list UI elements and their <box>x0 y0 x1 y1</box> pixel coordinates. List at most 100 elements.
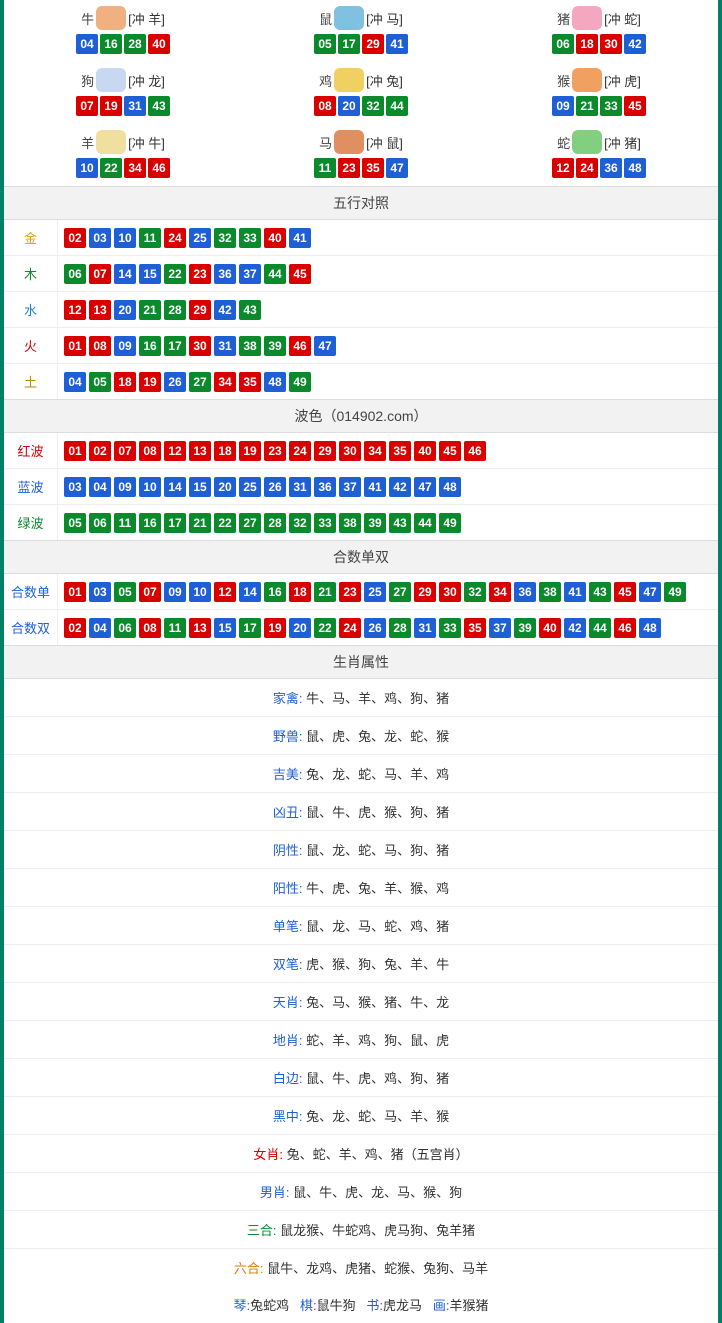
number-ball: 11 <box>164 618 186 638</box>
row-balls: 0204060811131517192022242628313335373940… <box>58 612 667 644</box>
attr-row: 凶丑: 鼠、牛、虎、猴、狗、猪 <box>4 793 718 831</box>
number-ball: 36 <box>514 582 536 602</box>
number-ball: 41 <box>386 34 408 54</box>
number-ball: 46 <box>148 158 170 178</box>
zodiac-cell: 羊[冲 牛]10223446 <box>4 124 242 186</box>
number-ball: 23 <box>339 582 361 602</box>
bottom-pair: 棋:鼠牛狗 <box>300 1298 356 1313</box>
number-ball: 19 <box>264 618 286 638</box>
attr-key: 家禽: <box>273 691 306 706</box>
zodiac-balls: 11233547 <box>314 158 408 178</box>
bottom-pair: 书:虎龙马 <box>366 1298 422 1313</box>
attr-row: 男肖: 鼠、牛、虎、龙、马、猴、狗 <box>4 1173 718 1211</box>
attr-row: 女肖: 兔、蛇、羊、鸡、猪（五宫肖） <box>4 1135 718 1173</box>
zodiac-clash: [冲 马] <box>366 9 403 28</box>
number-ball: 33 <box>439 618 461 638</box>
number-ball: 05 <box>114 582 136 602</box>
number-ball: 12 <box>164 441 186 461</box>
shengxiao-header: 生肖属性 <box>4 645 718 679</box>
number-ball: 34 <box>489 582 511 602</box>
number-ball: 33 <box>239 228 261 248</box>
attr-row: 阴性: 鼠、龙、蛇、马、狗、猪 <box>4 831 718 869</box>
number-ball: 19 <box>239 441 261 461</box>
bottom-pair: 琴:兔蛇鸡 <box>233 1298 289 1313</box>
number-ball: 24 <box>576 158 598 178</box>
number-ball: 19 <box>100 96 122 116</box>
number-ball: 23 <box>189 264 211 284</box>
bottom-key: 棋: <box>300 1298 317 1313</box>
attr-key: 单笔: <box>273 919 306 934</box>
zodiac-cell: 鼠[冲 马]05172941 <box>242 0 480 62</box>
row-label: 合数单 <box>4 574 58 609</box>
number-ball: 32 <box>214 228 236 248</box>
number-ball: 08 <box>139 618 161 638</box>
number-ball: 07 <box>76 96 98 116</box>
number-ball: 01 <box>64 441 86 461</box>
number-ball: 04 <box>64 372 86 392</box>
bose-table: 红波0102070812131819232429303435404546蓝波03… <box>4 433 718 540</box>
number-ball: 42 <box>564 618 586 638</box>
attr-value: 蛇、羊、鸡、狗、鼠、虎 <box>306 1033 449 1048</box>
row-label: 木 <box>4 256 58 291</box>
zodiac-clash: [冲 兔] <box>366 71 403 90</box>
row-label: 绿波 <box>4 505 58 540</box>
zodiac-cell: 蛇[冲 猪]12243648 <box>480 124 718 186</box>
attr-value: 牛、马、羊、鸡、狗、猪 <box>306 691 449 706</box>
row-label: 红波 <box>4 433 58 468</box>
number-ball: 43 <box>239 300 261 320</box>
attr-row: 白边: 鼠、牛、虎、鸡、狗、猪 <box>4 1059 718 1097</box>
row-balls: 05061116172122272832333839434449 <box>58 507 467 539</box>
bottom-key: 书: <box>366 1298 383 1313</box>
number-ball: 34 <box>214 372 236 392</box>
number-ball: 47 <box>314 336 336 356</box>
data-row: 合数双0204060811131517192022242628313335373… <box>4 610 718 645</box>
attr-row: 黑中: 兔、龙、蛇、马、羊、猴 <box>4 1097 718 1135</box>
number-ball: 37 <box>489 618 511 638</box>
number-ball: 35 <box>389 441 411 461</box>
attr-row: 六合: 鼠牛、龙鸡、虎猪、蛇猴、兔狗、马羊 <box>4 1249 718 1286</box>
number-ball: 21 <box>189 513 211 533</box>
number-ball: 39 <box>364 513 386 533</box>
number-ball: 28 <box>389 618 411 638</box>
zodiac-top: 鼠 [冲 马] <box>246 6 476 30</box>
attr-row: 家禽: 牛、马、羊、鸡、狗、猪 <box>4 679 718 717</box>
number-ball: 39 <box>264 336 286 356</box>
number-ball: 26 <box>364 618 386 638</box>
row-balls: 0102070812131819232429303435404546 <box>58 435 492 467</box>
number-ball: 45 <box>439 441 461 461</box>
number-ball: 30 <box>339 441 361 461</box>
number-ball: 47 <box>414 477 436 497</box>
bottom-pair: 画:羊猴猪 <box>433 1298 489 1313</box>
zodiac-balls: 04162840 <box>76 34 170 54</box>
number-ball: 12 <box>214 582 236 602</box>
data-row: 金02031011242532334041 <box>4 220 718 256</box>
zodiac-clash: [冲 虎] <box>604 71 641 90</box>
number-ball: 32 <box>362 96 384 116</box>
number-ball: 15 <box>189 477 211 497</box>
number-ball: 22 <box>214 513 236 533</box>
zodiac-grid: 牛[冲 羊]04162840鼠[冲 马]05172941猪[冲 蛇]061830… <box>4 0 718 186</box>
number-ball: 19 <box>139 372 161 392</box>
zodiac-name: 鼠 <box>319 9 332 28</box>
number-ball: 40 <box>264 228 286 248</box>
number-ball: 24 <box>339 618 361 638</box>
number-ball: 13 <box>189 618 211 638</box>
attr-key: 吉美: <box>273 767 306 782</box>
bottom-key: 画: <box>433 1298 450 1313</box>
number-ball: 34 <box>124 158 146 178</box>
attr-value: 兔、龙、蛇、马、羊、猴 <box>306 1109 449 1124</box>
attr-row: 吉美: 兔、龙、蛇、马、羊、鸡 <box>4 755 718 793</box>
number-ball: 29 <box>314 441 336 461</box>
number-ball: 04 <box>89 477 111 497</box>
number-ball: 11 <box>114 513 136 533</box>
number-ball: 46 <box>464 441 486 461</box>
number-ball: 46 <box>289 336 311 356</box>
number-ball: 01 <box>64 582 86 602</box>
number-ball: 06 <box>114 618 136 638</box>
attr-row: 三合: 鼠龙猴、牛蛇鸡、虎马狗、兔羊猪 <box>4 1211 718 1249</box>
number-ball: 09 <box>552 96 574 116</box>
number-ball: 11 <box>139 228 161 248</box>
zodiac-icon <box>96 68 126 92</box>
number-ball: 47 <box>639 582 661 602</box>
number-ball: 39 <box>514 618 536 638</box>
